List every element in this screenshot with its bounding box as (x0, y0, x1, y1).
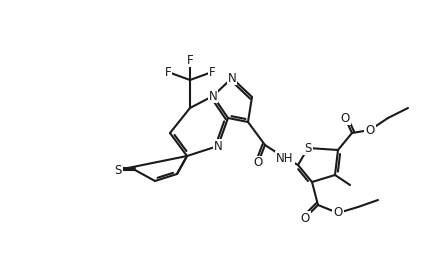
Text: NH: NH (276, 152, 294, 164)
Text: N: N (209, 89, 217, 102)
Text: O: O (340, 111, 350, 124)
Text: N: N (214, 139, 222, 152)
Text: F: F (209, 65, 215, 78)
Text: F: F (187, 53, 193, 66)
Text: S: S (114, 164, 122, 177)
Text: S: S (304, 142, 312, 155)
Text: F: F (164, 65, 171, 78)
Text: O: O (253, 156, 263, 169)
Text: O: O (365, 123, 375, 136)
Text: N: N (228, 72, 236, 85)
Text: O: O (300, 211, 310, 225)
Text: O: O (333, 206, 342, 219)
